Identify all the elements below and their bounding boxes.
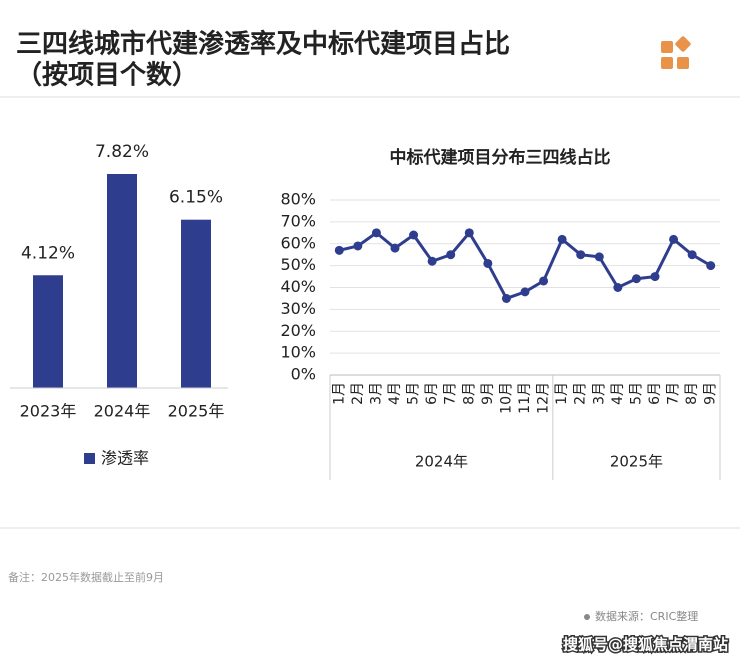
logo-square — [675, 36, 691, 52]
marker — [576, 250, 586, 260]
x-tick-label: 3月 — [368, 382, 384, 405]
x-tick-label: 7月 — [666, 382, 682, 405]
marker — [613, 283, 623, 292]
x-tick-label: 2月 — [350, 382, 366, 405]
marker — [669, 234, 679, 244]
x-tick-label: 9月 — [480, 382, 496, 405]
x-tick-label: 6月 — [647, 382, 663, 405]
x-tick-label: 5月 — [406, 382, 422, 405]
y-tick-label: 60% — [280, 233, 316, 252]
x-tick-label: 2月 — [573, 382, 589, 405]
x-tick-label: 4月 — [387, 382, 403, 405]
logo-square — [661, 41, 673, 53]
marker — [687, 250, 697, 260]
x-tick-label: 11月 — [517, 382, 533, 414]
y-tick-label: 20% — [280, 321, 316, 340]
marker — [334, 245, 344, 255]
bar — [181, 219, 211, 388]
marker — [520, 287, 530, 297]
marker — [594, 252, 604, 262]
watermark: 搜狐号@搜狐焦点渭南站 — [563, 636, 728, 654]
x-tick-label: 9月 — [703, 382, 719, 405]
value-label: 7.82% — [95, 142, 149, 162]
marker — [446, 250, 456, 260]
title-line: （按项目个数） — [16, 60, 198, 91]
y-tick-label: 30% — [280, 299, 316, 318]
x-tick-label: 2024年 — [94, 402, 151, 421]
note: 备注：2025年数据截止至前9月 — [8, 570, 164, 584]
x-tick-label: 3月 — [591, 382, 607, 405]
logo-icon — [661, 36, 691, 69]
group-label: 2025年 — [610, 453, 663, 471]
marker — [353, 241, 363, 251]
value-label: 6.15% — [169, 188, 223, 208]
y-tick-label: 10% — [280, 343, 316, 362]
legend-label: 渗透率 — [101, 449, 149, 468]
bar — [33, 275, 63, 388]
logo-square — [661, 57, 673, 69]
x-tick-label: 2025年 — [168, 402, 225, 421]
x-tick-label: 8月 — [461, 382, 477, 405]
y-tick-label: 50% — [280, 255, 316, 274]
y-tick-label: 40% — [280, 277, 316, 296]
title-line: 三四线城市代建渗透率及中标代建项目占比 — [16, 29, 510, 60]
x-tick-label: 6月 — [424, 382, 440, 405]
source-dot — [584, 614, 590, 620]
source: 数据来源：CRIC整理 — [595, 609, 698, 623]
marker — [631, 274, 641, 284]
x-tick-label: 1月 — [331, 382, 347, 405]
marker — [706, 261, 716, 271]
group-label: 2024年 — [415, 453, 468, 471]
y-tick-label: 0% — [291, 365, 316, 384]
marker — [409, 230, 419, 240]
logo-square — [677, 57, 689, 69]
marker — [390, 243, 400, 253]
x-tick-label: 2023年 — [20, 402, 77, 421]
marker — [557, 234, 567, 244]
marker — [483, 258, 493, 268]
legend-swatch — [84, 453, 95, 464]
x-tick-label: 4月 — [610, 382, 626, 405]
marker — [464, 228, 474, 238]
x-tick-label: 1月 — [554, 382, 570, 405]
x-tick-label: 7月 — [443, 382, 459, 405]
y-tick-label: 70% — [280, 211, 316, 230]
x-tick-label: 10月 — [498, 382, 514, 414]
marker — [539, 276, 549, 286]
marker — [371, 228, 381, 238]
value-label: 4.12% — [21, 243, 75, 263]
y-tick-label: 80% — [280, 190, 316, 209]
x-tick-label: 8月 — [684, 382, 700, 405]
marker — [501, 293, 511, 303]
chart-title: 中标代建项目分布三四线占比 — [390, 147, 611, 168]
bar — [107, 174, 137, 388]
marker — [427, 256, 437, 266]
x-tick-label: 12月 — [536, 382, 552, 414]
x-tick-label: 5月 — [628, 382, 644, 405]
marker — [650, 272, 660, 282]
